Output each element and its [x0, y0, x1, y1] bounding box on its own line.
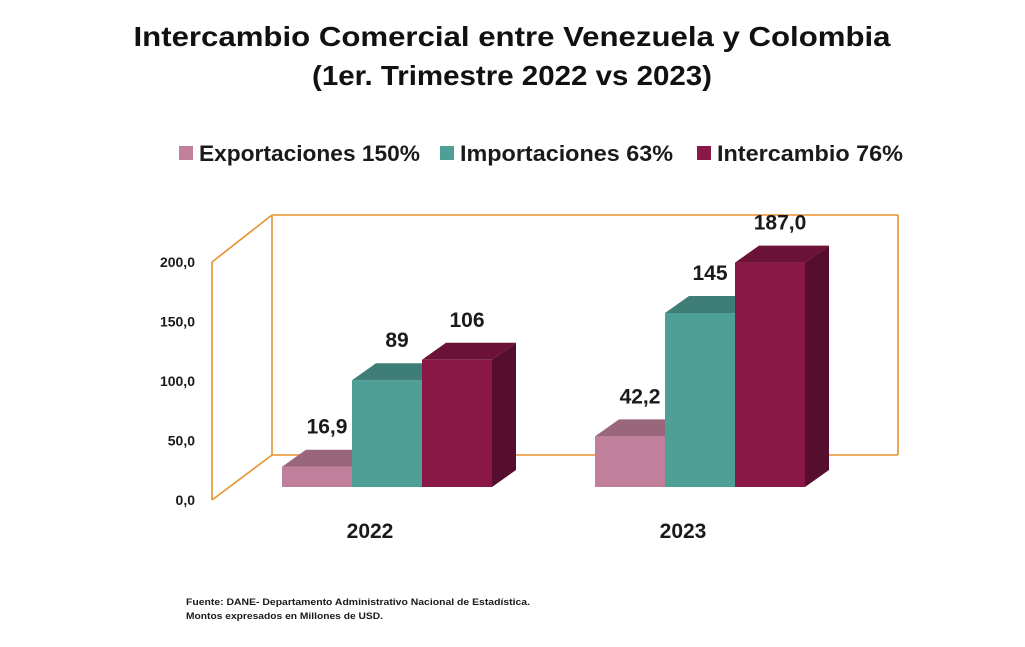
value-label-importaciones-2022: 89	[385, 329, 408, 352]
legend-label-exportaciones: Exportaciones 150%	[199, 141, 420, 166]
bar-intercambio-2023	[735, 245, 829, 487]
bar-exportaciones-2023-front	[595, 436, 665, 487]
value-label-intercambio-2022: 106	[449, 309, 484, 332]
footer-note: Montos expresados en Millones de USD.	[186, 611, 383, 622]
y-tick-label: 0,0	[176, 492, 196, 508]
value-label-exportaciones-2022: 16,9	[307, 416, 348, 439]
bar-intercambio-2022-top	[422, 342, 516, 360]
frame-bottom-left-diagonal	[211, 454, 273, 501]
bar-intercambio-2022	[422, 342, 516, 487]
chart-subtitle: (1er. Trimestre 2022 vs 2023)	[312, 60, 712, 91]
category-label-2022: 2022	[347, 520, 394, 543]
footer-source: Fuente: DANE- Departamento Administrativ…	[186, 597, 530, 608]
x-axis-category-labels: 2022 2023	[347, 520, 707, 543]
value-labels: 16,9 89 106 42,2 145 187,0	[307, 212, 807, 439]
y-tick-label: 50,0	[168, 433, 195, 449]
bar-intercambio-2023-side	[805, 245, 829, 487]
chart-title: Intercambio Comercial entre Venezuela y …	[134, 21, 891, 52]
bar-intercambio-2022-front	[422, 359, 492, 487]
bar-importaciones-2023-front	[665, 313, 735, 487]
value-label-exportaciones-2023: 42,2	[620, 385, 661, 408]
bar-importaciones-2022-front	[352, 380, 422, 487]
legend-label-importaciones: Importaciones 63%	[460, 141, 673, 166]
value-label-importaciones-2023: 145	[692, 262, 727, 285]
bar-intercambio-2023-front	[735, 262, 805, 487]
legend-swatch-importaciones	[440, 146, 454, 160]
bars	[282, 245, 829, 487]
y-axis-tick-labels: 0,0 50,0 100,0 150,0 200,0	[160, 254, 195, 508]
legend-label-intercambio: Intercambio 76%	[717, 141, 903, 166]
bar-intercambio-2023-top	[735, 245, 829, 263]
category-label-2023: 2023	[660, 520, 707, 543]
legend-swatch-intercambio	[697, 146, 711, 160]
y-tick-label: 100,0	[160, 373, 195, 389]
y-tick-label: 200,0	[160, 254, 195, 270]
bar-exportaciones-2022-front	[282, 466, 352, 487]
y-tick-label: 150,0	[160, 314, 195, 330]
value-label-intercambio-2023: 187,0	[754, 212, 807, 235]
frame-top-left-diagonal	[211, 214, 273, 263]
legend: Exportaciones 150% Importaciones 63% Int…	[179, 141, 903, 166]
bar-intercambio-2022-side	[492, 342, 516, 487]
legend-swatch-exportaciones	[179, 146, 193, 160]
